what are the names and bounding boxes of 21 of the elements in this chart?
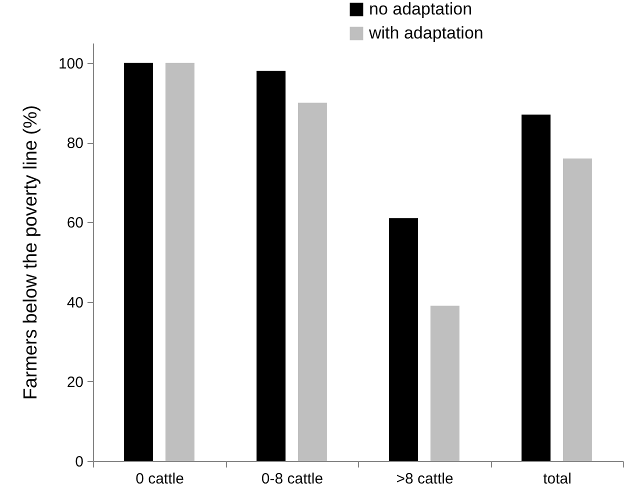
y-tick-label: 40	[66, 294, 84, 312]
x-tick-label: >8 cattle	[396, 470, 454, 488]
legend-label: no adaptation	[369, 0, 472, 18]
x-tick-label: total	[543, 470, 572, 488]
bar	[124, 62, 154, 461]
y-tick-label: 0	[75, 454, 84, 470]
y-tick-label: 20	[66, 374, 84, 391]
y-tick-label: 60	[66, 214, 84, 232]
bar	[256, 70, 286, 461]
bar	[522, 114, 551, 461]
bar	[298, 102, 327, 461]
bar	[165, 62, 194, 461]
y-axis-title: Farmers below the poverty line (%)	[20, 105, 42, 400]
y-tick-label: 100	[58, 55, 84, 72]
bar	[562, 158, 592, 461]
y-tick-label: 80	[66, 135, 84, 152]
x-tick-label: 0 cattle	[136, 470, 184, 488]
bar	[389, 218, 418, 461]
x-tick-label: 0-8 cattle	[261, 470, 324, 488]
bar	[430, 306, 460, 461]
legend-label: with adaptation	[368, 24, 484, 42]
